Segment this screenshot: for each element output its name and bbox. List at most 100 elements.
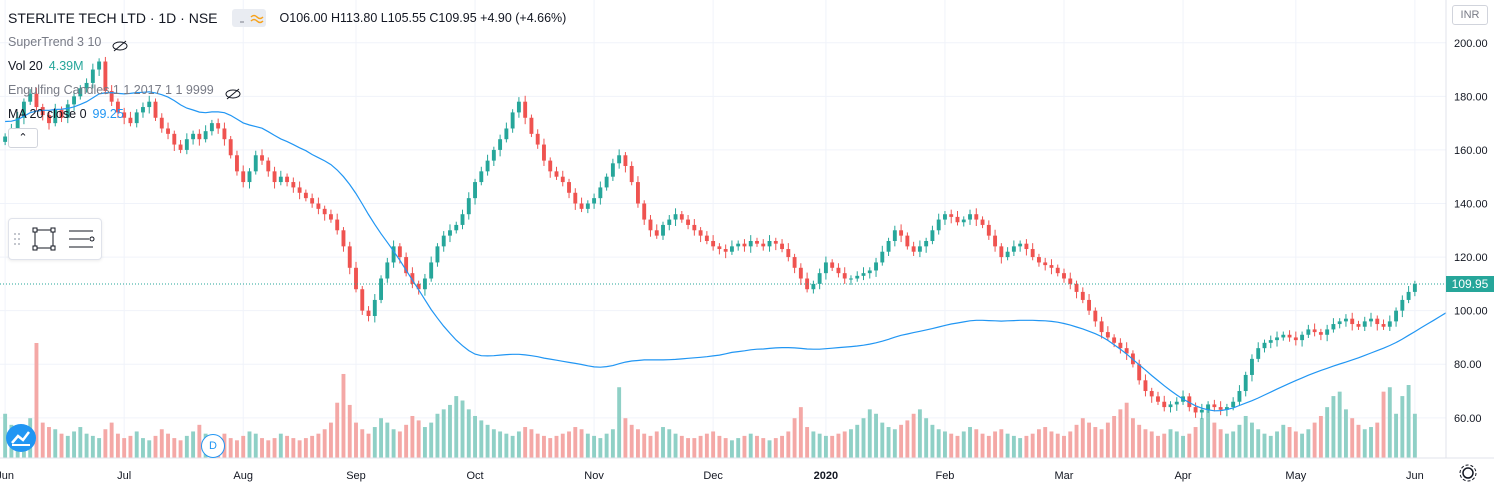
volume-bar [335,402,340,458]
volume-bar [516,431,521,458]
indicator-name: MA 20 close 0 [8,107,87,121]
volume-bar [780,435,784,458]
y-tick-label: 160.00 [1454,145,1488,157]
volume-bar [1362,429,1367,458]
candle-body [216,123,221,129]
volume-bar [448,404,452,458]
volume-bar [692,438,697,458]
indicator-volume[interactable]: Vol 20 4.39M [8,54,566,78]
volume-bar [460,400,465,458]
volume-bar [1318,415,1323,458]
candle-body [209,123,214,132]
candle-body [604,176,609,188]
candle-body [755,241,759,244]
currency-label[interactable]: INR [1452,5,1488,25]
candle-body [1331,324,1336,330]
candle-body [448,230,452,236]
indicator-supertrend[interactable]: SuperTrend 3 10 [8,30,566,54]
candle-body [466,198,471,215]
candle-body [147,101,152,108]
volume-bar [285,435,290,458]
volume-bar [736,438,741,458]
indicator-value: 99.25 [92,107,124,121]
candle-body [717,246,722,250]
volume-bar [742,435,747,458]
volume-bar [560,433,565,458]
candle-body [654,230,659,236]
volume-bar [1187,433,1192,458]
settings-gear-icon[interactable] [1458,463,1478,483]
volume-bar [1149,431,1154,458]
volume-bar [429,422,434,458]
y-tick-label: 140.00 [1454,198,1488,210]
volume-bar [629,424,634,458]
volume-bar [654,431,659,458]
candle-body [836,267,841,274]
candle-body [798,267,803,279]
chart-mode-button[interactable] [231,9,266,27]
candle-body [72,96,76,105]
collapse-legend-button[interactable]: ⌃ [8,128,38,148]
x-tick-label: Sep [346,470,366,482]
volume-bar [109,422,114,458]
volume-bar [303,438,308,458]
x-tick-label: Jun [0,470,14,482]
candle-body [1193,407,1198,413]
volume-bar [598,438,603,458]
volume-bar [3,413,8,458]
volume-bar [761,438,766,458]
candle-body [485,160,490,172]
volume-bar [241,435,246,458]
candle-body [1300,334,1305,341]
time-axis: Jun Jul Aug Sep Oct Nov Dec 2020 Feb Mar Apr May Jun [0,457,1494,482]
volume-bar [1281,424,1286,458]
indicator-engulfing[interactable]: Engulfing Candles 1 1 2017 1 1 9999 [8,78,566,102]
object-tree-icon[interactable] [69,230,95,248]
candle-body [729,246,734,252]
candle-body [642,203,647,220]
candle-body [184,139,189,150]
candle-body [128,117,133,124]
candle-body [949,214,954,217]
volume-bar [1181,435,1185,458]
volume-bar [704,433,709,458]
candle-body [178,144,183,150]
volume-bar [1005,433,1010,458]
candle-body [767,241,772,247]
volume-bar [354,422,358,458]
volume-bar [247,431,252,458]
rectangle-tool-icon[interactable] [32,227,56,251]
candle-body [817,273,822,284]
candle-body [222,128,227,140]
volume-bar [1356,424,1361,458]
volume-bar [610,429,615,458]
volume-bar [1325,407,1330,458]
candle-body [849,278,853,280]
drag-handle-icon[interactable] [14,233,20,245]
volume-bar [422,427,427,458]
volume-bar [84,433,89,458]
y-tick-label: 80.00 [1454,359,1482,371]
volume-bar [115,433,120,458]
tradingview-logo-icon[interactable] [6,424,36,452]
candle-body [172,133,177,145]
candle-body [986,224,991,236]
candle-body [1406,291,1411,300]
candle-body [617,155,622,164]
volume-bar [53,429,58,458]
volume-bar [479,420,484,458]
x-tick-label: Jun [1406,470,1424,482]
hidden-eye-icon[interactable] [111,36,129,52]
candle-body [911,246,916,252]
candle-body [1062,273,1066,279]
candle-body [1105,332,1110,338]
hidden-eye-icon[interactable] [224,84,242,100]
candle-body [648,219,653,231]
indicator-ma[interactable]: MA 20 close 0 99.25 [8,102,566,126]
dividend-marker[interactable]: D [201,434,225,458]
volume-bar [454,396,459,458]
volume-bar [103,429,108,458]
volume-bar [805,427,810,458]
candle-body [579,203,584,209]
